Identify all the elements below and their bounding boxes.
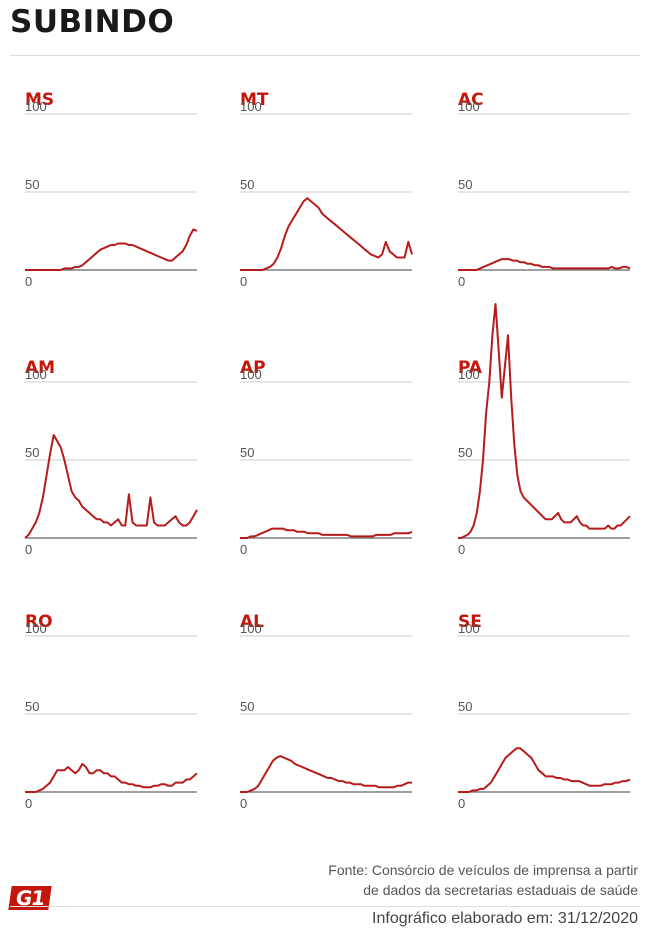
footer-divider [10, 906, 640, 907]
chart-title: AL [240, 612, 264, 632]
y-tick-label: 100 [240, 99, 262, 114]
chart-title: AM [25, 358, 55, 378]
y-tick-label: 0 [458, 796, 465, 811]
y-tick-label: 100 [458, 621, 480, 636]
y-tick-label: 0 [25, 796, 32, 811]
y-tick-label: 100 [25, 621, 47, 636]
y-tick-label: 0 [240, 274, 247, 289]
y-tick-label: 100 [25, 367, 47, 382]
y-tick-label: 0 [458, 274, 465, 289]
y-tick-label: 100 [240, 367, 262, 382]
y-tick-label: 100 [240, 621, 262, 636]
series-line-se [458, 747, 631, 793]
footer-credit: Infográfico elaborado em: 31/12/2020 [372, 910, 638, 927]
y-tick-label: 50 [25, 699, 39, 714]
series-line-al [240, 755, 412, 793]
chart-title: SE [458, 612, 482, 632]
source-line-1: Fonte: Consórcio de veículos de imprensa… [328, 862, 638, 878]
y-tick-label: 100 [458, 367, 480, 382]
y-tick-label: 0 [458, 542, 465, 557]
chart-title: AC [458, 90, 484, 110]
y-tick-label: 50 [25, 177, 39, 192]
source-note: Fonte: Consórcio de veículos de imprensa… [328, 860, 638, 900]
y-tick-label: 50 [240, 699, 254, 714]
chart-title: MT [240, 90, 269, 110]
y-tick-label: 50 [458, 177, 472, 192]
title-divider [10, 55, 640, 56]
y-tick-label: 100 [458, 99, 480, 114]
series-line-ro [25, 762, 198, 793]
series-line-pa [458, 303, 631, 539]
chart-title: PA [458, 358, 483, 378]
y-tick-label: 100 [25, 99, 47, 114]
chart-title: AP [240, 358, 266, 378]
series-line-ap [240, 527, 413, 539]
y-tick-label: 50 [240, 445, 254, 460]
chart-title: MS [25, 90, 54, 110]
y-tick-label: 50 [458, 445, 472, 460]
chart-title: RO [25, 612, 53, 632]
y-tick-label: 50 [240, 177, 254, 192]
series-line-mt [240, 197, 413, 271]
y-tick-label: 0 [240, 796, 247, 811]
y-tick-label: 50 [25, 445, 39, 460]
series-line-ms [25, 228, 198, 271]
source-line-2: de dados da secretarias estaduais de saú… [363, 882, 638, 898]
y-tick-label: 0 [240, 542, 247, 557]
series-line-ac [458, 258, 631, 271]
page-title: SUBINDO [10, 4, 175, 40]
series-line-am [24, 434, 198, 539]
y-tick-label: 0 [25, 542, 32, 557]
y-tick-label: 0 [25, 274, 32, 289]
y-tick-label: 50 [458, 699, 472, 714]
